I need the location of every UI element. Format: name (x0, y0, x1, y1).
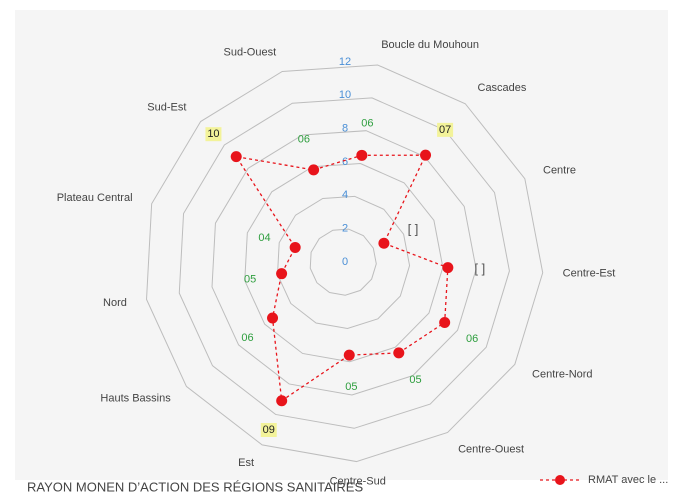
label-highlight (437, 122, 454, 137)
data-point (267, 312, 279, 324)
data-label: [ ] (474, 261, 485, 276)
grid-ring (244, 163, 444, 363)
grid-ring (211, 130, 477, 396)
data-point (439, 317, 451, 329)
data-point (276, 268, 288, 280)
axis-label: Boucle du Mouhoun (381, 39, 479, 51)
data-point (356, 149, 368, 161)
data-label: 09 (263, 424, 275, 436)
axis-label: Sud-Est (147, 101, 186, 113)
data-point (393, 347, 405, 359)
axis-label: Cascades (478, 82, 527, 94)
data-label: 04 (258, 232, 270, 244)
data-point (230, 151, 242, 163)
axis-label: Est (238, 457, 254, 469)
data-label: [ ] (408, 221, 419, 236)
r-tick-label: 0 (342, 256, 348, 268)
data-label: 05 (244, 274, 256, 286)
grid-ring (309, 228, 377, 296)
grid-ring (277, 195, 411, 330)
r-tick-label: 8 (342, 123, 348, 135)
label-highlight (260, 422, 277, 437)
chart-title: RAYON MONEN D’ACTION DES RÉGIONS SANITAI… (27, 479, 363, 494)
data-label: 10 (207, 128, 219, 140)
r-tick-label: 10 (339, 89, 351, 101)
axis-label: Centre-Ouest (458, 443, 524, 455)
axis-label: Centre (543, 164, 576, 176)
data-point (343, 349, 355, 361)
axis-label: Nord (103, 297, 127, 309)
axis-label: Hauts Bassins (100, 393, 171, 405)
data-point (289, 241, 301, 253)
data-label: 06 (298, 133, 310, 145)
data-point (276, 395, 288, 407)
grid-ring (146, 64, 544, 463)
r-tick-label: 2 (342, 223, 348, 235)
data-label: 06 (466, 333, 478, 345)
data-label: 05 (345, 381, 357, 393)
plot-panel (15, 10, 668, 480)
axis-label: Centre-Sud (330, 475, 386, 487)
axis-label: Sud-Ouest (224, 46, 277, 58)
grid-ring (178, 97, 510, 429)
data-point (420, 149, 432, 161)
r-tick-label: 4 (342, 189, 348, 201)
data-label: 07 (439, 124, 451, 136)
r-tick-label: 12 (339, 56, 351, 68)
data-label: 06 (361, 118, 373, 130)
axis-label: Centre-Est (563, 268, 616, 280)
legend-label: RMAT avec le ... (588, 474, 668, 486)
axis-label: Centre-Nord (532, 368, 593, 380)
data-label: 06 (241, 332, 253, 344)
data-point (378, 237, 390, 249)
data-point (442, 262, 454, 274)
legend-marker (555, 475, 565, 485)
r-tick-label: 6 (342, 156, 348, 168)
label-highlight (205, 127, 222, 142)
data-point (308, 164, 320, 176)
axis-label: Plateau Central (57, 192, 133, 204)
data-label: 05 (409, 374, 421, 386)
